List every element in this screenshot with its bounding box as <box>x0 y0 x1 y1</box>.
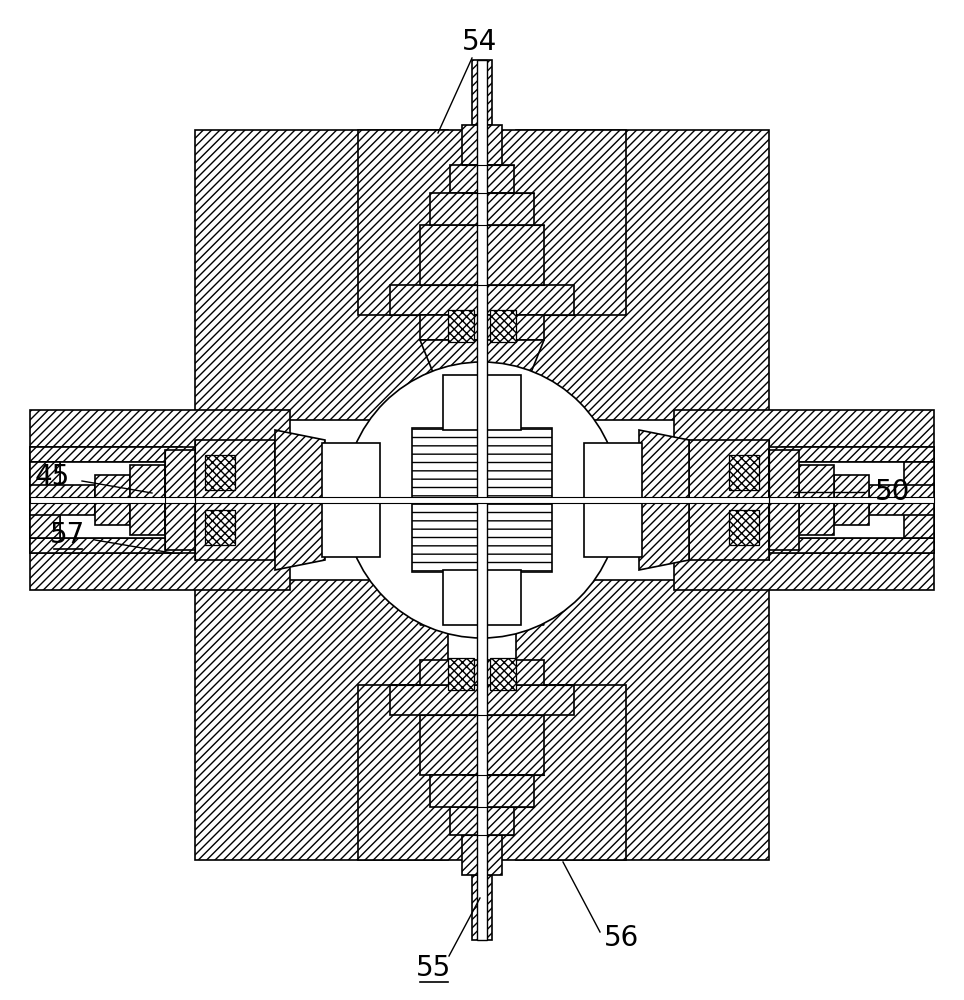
Bar <box>450 165 514 193</box>
Bar <box>834 475 869 525</box>
Text: 57: 57 <box>50 521 86 549</box>
Bar <box>448 658 474 690</box>
Bar <box>30 485 95 515</box>
Text: 54: 54 <box>463 28 497 56</box>
Bar <box>450 380 514 420</box>
Bar <box>358 685 626 860</box>
Text: 45: 45 <box>35 463 69 491</box>
Bar <box>30 447 480 462</box>
Bar <box>904 462 934 538</box>
Bar <box>462 835 502 875</box>
Bar <box>443 570 521 625</box>
Bar <box>448 310 474 342</box>
Polygon shape <box>275 430 325 570</box>
Polygon shape <box>420 340 544 375</box>
Bar <box>95 475 130 525</box>
Bar <box>472 875 492 940</box>
Bar <box>462 125 502 165</box>
Bar <box>584 443 642 557</box>
Bar <box>130 465 165 535</box>
Bar <box>195 580 448 860</box>
Bar <box>322 443 380 557</box>
Bar <box>165 450 195 550</box>
Bar <box>450 575 514 615</box>
Polygon shape <box>30 462 60 538</box>
Bar <box>420 695 544 775</box>
Bar <box>30 462 60 538</box>
Bar <box>799 465 834 535</box>
Bar <box>477 60 487 940</box>
Bar <box>769 450 799 550</box>
Bar <box>30 447 182 553</box>
Bar <box>205 455 235 490</box>
Bar <box>412 428 552 572</box>
Polygon shape <box>420 590 544 625</box>
Bar <box>490 310 516 342</box>
Bar <box>430 193 534 225</box>
Bar <box>869 485 934 515</box>
Bar <box>516 130 769 420</box>
Bar <box>484 538 934 553</box>
Bar <box>674 410 934 590</box>
Bar <box>420 225 544 305</box>
Bar <box>782 447 934 553</box>
Bar <box>729 455 759 490</box>
Bar <box>443 375 521 430</box>
Bar <box>30 410 290 590</box>
Bar <box>484 447 934 462</box>
Bar <box>390 685 574 715</box>
Bar <box>689 440 769 560</box>
Polygon shape <box>639 430 689 570</box>
Bar <box>30 462 480 538</box>
Text: 55: 55 <box>416 954 451 982</box>
Bar <box>490 658 516 690</box>
Bar <box>472 60 492 125</box>
Bar <box>358 130 626 315</box>
Bar <box>390 285 574 315</box>
Bar <box>484 462 934 538</box>
Bar <box>430 775 534 807</box>
Bar <box>516 580 769 860</box>
Bar <box>450 807 514 835</box>
Text: 56: 56 <box>604 924 640 952</box>
Bar <box>195 130 448 420</box>
Bar <box>590 450 636 550</box>
Circle shape <box>344 362 620 638</box>
Bar <box>195 440 275 560</box>
Bar <box>205 510 235 545</box>
Bar <box>30 497 934 503</box>
Bar <box>30 538 480 553</box>
Text: 50: 50 <box>875 478 911 506</box>
Bar <box>328 450 374 550</box>
Bar <box>420 660 544 685</box>
Bar <box>729 510 759 545</box>
Bar <box>420 315 544 340</box>
